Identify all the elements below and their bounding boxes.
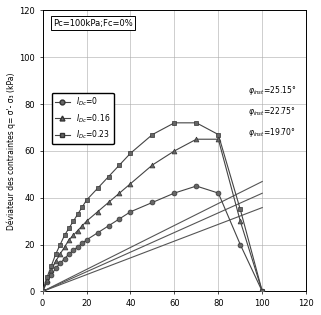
Text: $\varphi_{inst}$=19.70°: $\varphi_{inst}$=19.70° [248,126,296,139]
Text: $\varphi_{inst}$=22.75°: $\varphi_{inst}$=22.75° [248,105,296,117]
Y-axis label: Déviateur des contraintes q= σ'- σ₃ (kPa): Déviateur des contraintes q= σ'- σ₃ (kPa… [7,72,16,230]
Legend: $I_{Dc}$=0, $I_{Dc}$=0.16, $I_{Dc}$=0.23: $I_{Dc}$=0, $I_{Dc}$=0.16, $I_{Dc}$=0.23 [52,93,114,144]
Text: $\varphi_{inst}$=25.15°: $\varphi_{inst}$=25.15° [248,83,296,97]
Text: Pc=100kPa;Fc=0%: Pc=100kPa;Fc=0% [53,19,133,28]
